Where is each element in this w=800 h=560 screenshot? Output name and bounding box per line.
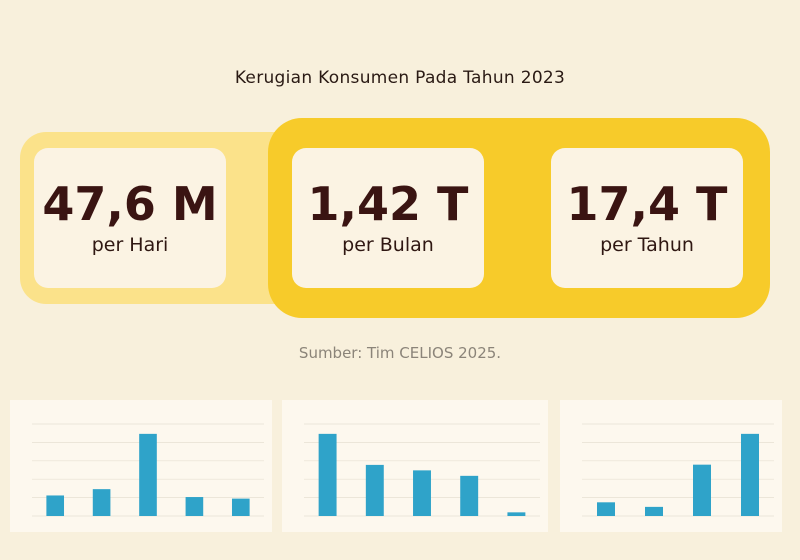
stat-card-yearly: 17,4 T per Tahun (551, 148, 743, 288)
mini-chart-2-svg (304, 423, 540, 517)
stat-value: 47,6 M (42, 176, 218, 231)
bar (460, 475, 479, 516)
bar (645, 506, 663, 516)
bar (365, 464, 384, 516)
stat-unit: per Bulan (342, 234, 434, 257)
stat-value: 17,4 T (566, 176, 728, 231)
bar (185, 497, 204, 516)
mini-chart-3 (560, 400, 782, 532)
mini-chart-1-svg (32, 423, 264, 517)
bar (597, 502, 615, 516)
mini-chart-2 (282, 400, 548, 532)
stat-card-monthly: 1,42 T per Bulan (292, 148, 484, 288)
bar (231, 498, 250, 516)
bar (741, 433, 759, 516)
infographic-title: Kerugian Konsumen Pada Tahun 2023 (234, 68, 566, 88)
bar (92, 489, 111, 516)
bar (507, 512, 526, 516)
stat-value: 1,42 T (307, 176, 469, 231)
bar (318, 433, 337, 516)
stat-unit: per Tahun (600, 234, 694, 257)
stat-unit: per Hari (91, 234, 169, 257)
bar (413, 470, 431, 516)
source-note: Sumber: Tim CELIOS 2025. (298, 344, 502, 362)
bar (693, 464, 711, 516)
bar (46, 495, 65, 516)
mini-chart-3-svg (582, 423, 774, 517)
bar (139, 433, 157, 516)
mini-chart-1 (10, 400, 272, 532)
stat-card-daily: 47,6 M per Hari (34, 148, 226, 288)
